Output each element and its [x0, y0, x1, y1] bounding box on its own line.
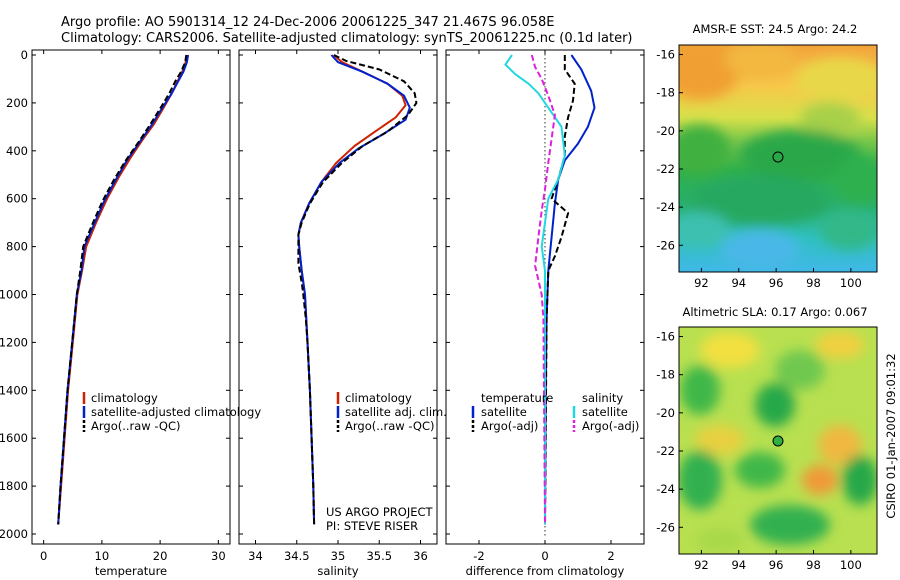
- legend-label-argo: Argo(..raw -QC): [345, 419, 435, 433]
- lat-tick-label: -26: [656, 238, 675, 252]
- salinity-panel: [238, 49, 438, 545]
- sst-argo-marker: [772, 151, 784, 163]
- temperature-xlabel: temperature: [95, 564, 167, 578]
- lat-tick-label: -22: [656, 444, 675, 458]
- temperature-legend: climatology satellite-adjusted climatolo…: [82, 391, 261, 433]
- depth-tick-label: 1400: [0, 383, 28, 397]
- legend-label-sal-argo: Argo(-adj): [582, 419, 639, 433]
- x-tick-label: 20: [153, 549, 168, 563]
- sst-map-axes: 92 94 96 98 100 -16 -18 -20 -22 -24 -26: [656, 48, 862, 290]
- lon-tick-label: 100: [840, 558, 862, 572]
- depth-tick-label: 1000: [0, 288, 28, 302]
- x-tick-label: 34.5: [284, 549, 310, 563]
- sla-argo-marker: [772, 435, 784, 447]
- legend-title-temperature: temperature: [481, 391, 553, 405]
- legend-label-argo: Argo(..raw -QC): [91, 419, 181, 433]
- salinity-legend: climatology satellite adj. clim. Argo(..…: [336, 391, 447, 433]
- sla-map: [679, 327, 877, 554]
- depth-tick-label: 0: [21, 48, 28, 62]
- depth-tick-label: 2000: [0, 527, 28, 541]
- x-tick-label: 2: [607, 549, 614, 563]
- x-tick-label: 0: [40, 549, 47, 563]
- temperature-plot: 0 10 20 30: [40, 50, 226, 563]
- difference-plot: -2 0 2: [473, 50, 615, 563]
- x-tick-label: 30: [211, 549, 226, 563]
- depth-tick-label: 600: [6, 192, 28, 206]
- depth-tick-label: 400: [6, 144, 28, 158]
- lon-tick-label: 96: [769, 558, 784, 572]
- header-line-2: Climatology: CARS2006. Satellite-adjuste…: [61, 31, 633, 46]
- depth-tick-label: 200: [6, 96, 28, 110]
- lat-tick-label: -18: [656, 86, 675, 100]
- lon-tick-label: 100: [840, 276, 862, 290]
- legend-label-climatology: climatology: [345, 391, 412, 405]
- lon-tick-label: 94: [731, 558, 746, 572]
- depth-tick-label: 800: [6, 240, 28, 254]
- series-line-salinity-satellite: [504, 54, 566, 525]
- difference-legend: temperature satellite Argo(-adj) salinit…: [471, 391, 639, 433]
- sst-map: [679, 45, 877, 272]
- temperature-panel: [31, 49, 231, 545]
- legend-title-salinity: salinity: [582, 391, 623, 405]
- salinity-xlabel: salinity: [317, 564, 358, 578]
- lat-tick-label: -22: [656, 162, 675, 176]
- x-tick-label: 10: [95, 549, 110, 563]
- sla-map-frame: [678, 326, 878, 555]
- legend-label-temp-argo: Argo(-adj): [481, 419, 538, 433]
- salinity-plot: 34 34.5 35 35.5 36: [248, 50, 428, 563]
- lat-tick-label: -16: [656, 48, 675, 62]
- lat-tick-label: -16: [656, 330, 675, 344]
- lon-tick-label: 94: [731, 276, 746, 290]
- lat-tick-label: -20: [656, 124, 675, 138]
- depth-axis: 0 200 400 600 800 1000 1200 1400 1600 1800 2000: [0, 48, 644, 541]
- x-tick-label: 0: [541, 549, 548, 563]
- depth-tick-label: 1800: [0, 479, 28, 493]
- series-line-argo-raw-qc-: [57, 54, 188, 525]
- series-line-argo-raw-qc-: [297, 54, 418, 525]
- legend-label-sal-satellite: satellite: [582, 405, 628, 419]
- depth-tick-label: 1200: [0, 335, 28, 349]
- sst-map-frame: [678, 44, 878, 273]
- lon-tick-label: 96: [769, 276, 784, 290]
- lon-tick-label: 92: [694, 276, 709, 290]
- x-tick-label: 34: [248, 549, 263, 563]
- lat-tick-label: -20: [656, 406, 675, 420]
- depth-tick-label: 1600: [0, 431, 28, 445]
- lon-tick-label: 98: [806, 558, 821, 572]
- legend-label-satellite: satellite-adjusted climatology: [91, 405, 261, 419]
- lat-tick-label: -24: [656, 200, 675, 214]
- lat-tick-label: -26: [656, 520, 675, 534]
- header-line-1: Argo profile: AO 5901314_12 24-Dec-2006 …: [61, 15, 555, 30]
- sst-map-title: AMSR-E SST: 24.5 Argo: 24.2: [693, 22, 858, 36]
- x-tick-label: 36: [413, 549, 428, 563]
- timestamp-label: CSIRO 01-Jan-2007 09:01:32: [884, 353, 898, 518]
- pi-label: PI: STEVE RISER: [326, 519, 418, 533]
- legend-label-satellite: satellite adj. clim.: [345, 405, 447, 419]
- legend-label-climatology: climatology: [91, 391, 158, 405]
- x-tick-label: -2: [473, 549, 484, 563]
- sla-map-axes: 92 94 96 98 100 -16 -18 -20 -22 -24 -26: [656, 330, 862, 572]
- difference-xlabel: difference from climatology: [466, 564, 625, 578]
- sla-map-title: Altimetric SLA: 0.17 Argo: 0.067: [682, 305, 867, 319]
- lat-tick-label: -24: [656, 482, 675, 496]
- lon-tick-label: 92: [694, 558, 709, 572]
- lon-tick-label: 98: [806, 276, 821, 290]
- lat-tick-label: -18: [656, 368, 675, 382]
- project-label: US ARGO PROJECT: [326, 505, 434, 519]
- x-tick-label: 35.5: [366, 549, 392, 563]
- series-line-salinity-argo-adj-: [530, 54, 556, 525]
- legend-label-temp-satellite: satellite: [481, 405, 527, 419]
- x-tick-label: 35: [331, 549, 346, 563]
